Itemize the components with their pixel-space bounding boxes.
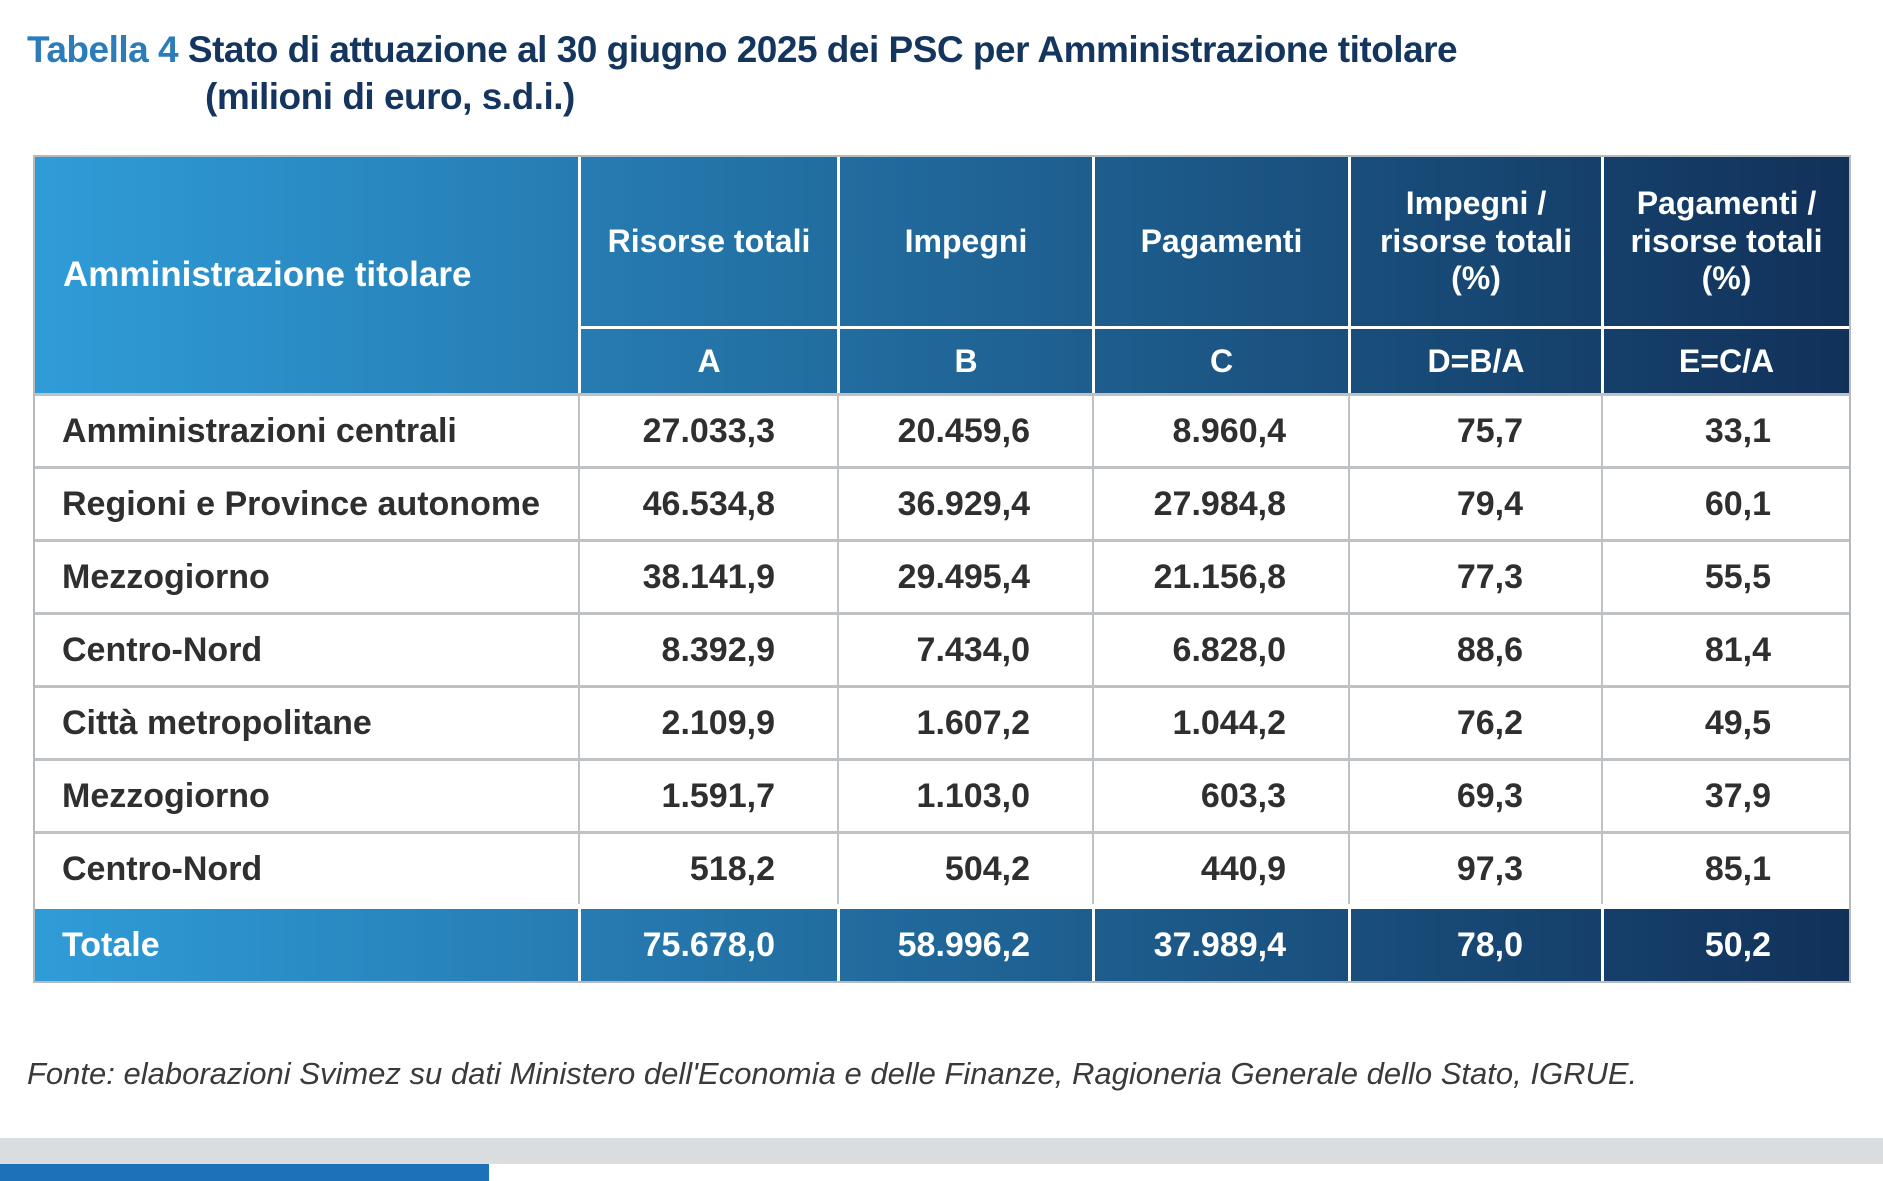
cell-pagamenti: 6.828,0 [1092,612,1348,685]
cell-impegni: 7.434,0 [837,612,1092,685]
cell-impegni: 1.607,2 [837,685,1092,758]
header-pagamenti-su-risorse: Pagamenti / risorse totali (%) [1601,157,1849,329]
title-subtitle: (milioni di euro, s.d.i.) [205,76,575,118]
source-note: Fonte: elaborazioni Svimez su dati Minis… [27,1056,1638,1091]
cell-pagamenti: 21.156,8 [1092,539,1348,612]
table-row: Regioni e Province autonome 46.534,8 36.… [35,466,1849,539]
cell-pagamenti-pct: 85,1 [1601,831,1849,904]
subheader-d: D=B/A [1348,329,1601,393]
cell-risorse: 8.392,9 [578,612,837,685]
row-label: Centro-Nord [35,831,578,904]
cell-impegni-pct: 77,3 [1348,539,1601,612]
cell-pagamenti-pct: 55,5 [1601,539,1849,612]
total-pagamenti: 37.989,4 [1092,904,1348,981]
row-label: Mezzogiorno [35,539,578,612]
cell-impegni: 36.929,4 [837,466,1092,539]
subheader-c: C [1092,329,1348,393]
cell-impegni-pct: 88,6 [1348,612,1601,685]
total-impegni-pct: 78,0 [1348,904,1601,981]
cell-pagamenti-pct: 33,1 [1601,393,1849,466]
cell-pagamenti: 8.960,4 [1092,393,1348,466]
header-risorse-totali: Risorse totali [578,157,837,329]
header-pagamenti: Pagamenti [1092,157,1348,329]
cell-impegni: 504,2 [837,831,1092,904]
cell-impegni: 1.103,0 [837,758,1092,831]
cell-pagamenti-pct: 81,4 [1601,612,1849,685]
total-impegni: 58.996,2 [837,904,1092,981]
header-impegni: Impegni [837,157,1092,329]
cell-pagamenti: 1.044,2 [1092,685,1348,758]
table-row: Città metropolitane 2.109,9 1.607,2 1.04… [35,685,1849,758]
title-text: Stato di attuazione al 30 giugno 2025 de… [187,29,1458,70]
total-pagamenti-pct: 50,2 [1601,904,1849,981]
cell-risorse: 46.534,8 [578,466,837,539]
row-label: Mezzogiorno [35,758,578,831]
cell-impegni-pct: 76,2 [1348,685,1601,758]
row-label: Amministrazioni centrali [35,393,578,466]
cell-impegni: 29.495,4 [837,539,1092,612]
cell-pagamenti-pct: 60,1 [1601,466,1849,539]
psc-attuazione-table: Amministrazione titolare Risorse totali … [33,155,1851,983]
cell-impegni-pct: 97,3 [1348,831,1601,904]
cell-risorse: 518,2 [578,831,837,904]
row-label: Città metropolitane [35,685,578,758]
subheader-b: B [837,329,1092,393]
cell-pagamenti-pct: 49,5 [1601,685,1849,758]
table-title: Tabella 4 Stato di attuazione al 30 giug… [27,26,1458,121]
cell-impegni-pct: 79,4 [1348,466,1601,539]
table-row: Amministrazioni centrali 27.033,3 20.459… [35,393,1849,466]
cell-impegni-pct: 75,7 [1348,393,1601,466]
cell-risorse: 38.141,9 [578,539,837,612]
cell-pagamenti: 603,3 [1092,758,1348,831]
table-number: Tabella 4 [27,29,179,70]
table-row: Mezzogiorno 38.141,9 29.495,4 21.156,8 7… [35,539,1849,612]
table-row: Centro-Nord 518,2 504,2 440,9 97,3 85,1 [35,831,1849,904]
cell-pagamenti: 27.984,8 [1092,466,1348,539]
header-amministrazione-titolare: Amministrazione titolare [63,255,472,294]
table-row: Centro-Nord 8.392,9 7.434,0 6.828,0 88,6… [35,612,1849,685]
cell-risorse: 1.591,7 [578,758,837,831]
cell-impegni-pct: 69,3 [1348,758,1601,831]
footer-gray-bar [0,1138,1883,1164]
table-row: Mezzogiorno 1.591,7 1.103,0 603,3 69,3 3… [35,758,1849,831]
header-impegni-su-risorse: Impegni / risorse totali (%) [1348,157,1601,329]
row-label: Centro-Nord [35,612,578,685]
total-risorse: 75.678,0 [578,904,837,981]
total-label: Totale [35,904,578,981]
subheader-e: E=C/A [1601,329,1849,393]
subheader-a: A [578,329,837,393]
cell-pagamenti-pct: 37,9 [1601,758,1849,831]
cell-impegni: 20.459,6 [837,393,1092,466]
header-row-labels: Amministrazione titolare Risorse totali … [35,157,1849,329]
cell-risorse: 2.109,9 [578,685,837,758]
title-line: Tabella 4 Stato di attuazione al 30 giug… [27,26,1458,73]
row-label: Regioni e Province autonome [35,466,578,539]
cell-pagamenti: 440,9 [1092,831,1348,904]
footer-accent-bar [0,1164,489,1181]
total-row: Totale 75.678,0 58.996,2 37.989,4 78,0 5… [35,904,1849,981]
cell-risorse: 27.033,3 [578,393,837,466]
